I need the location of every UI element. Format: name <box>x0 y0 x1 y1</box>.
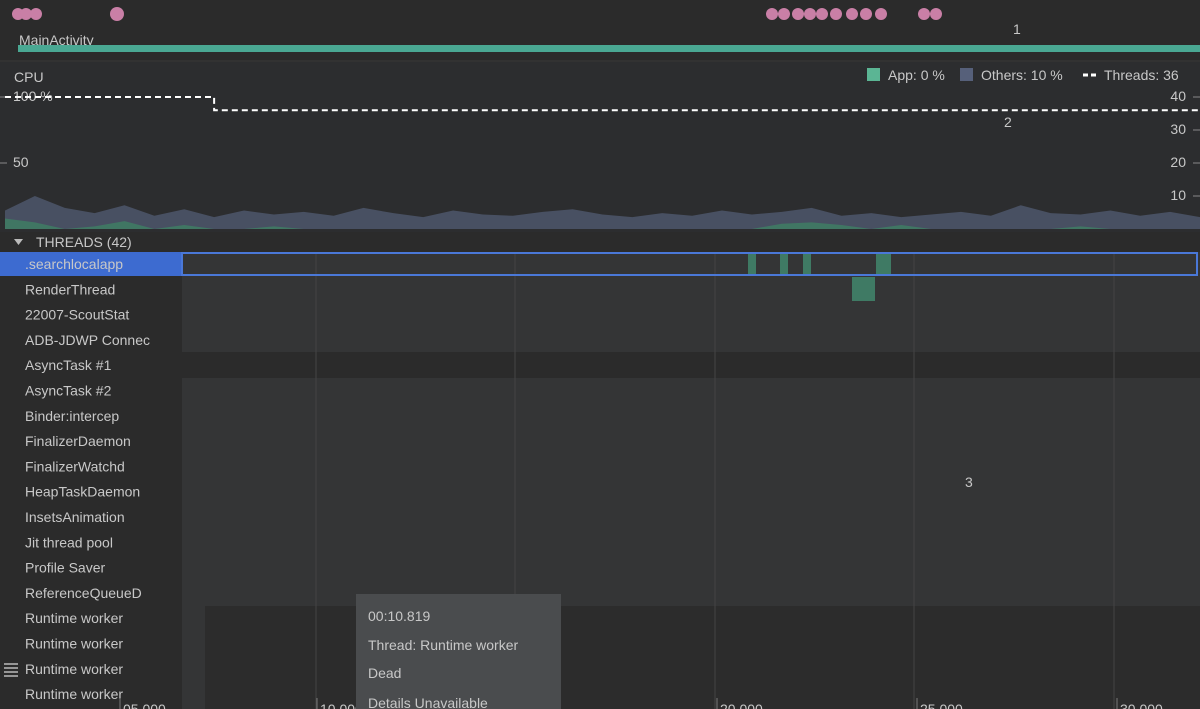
legend-label: App: 0 % <box>888 67 945 83</box>
legend-swatch <box>867 68 880 81</box>
thread-name: FinalizerWatchd <box>25 458 125 474</box>
thread-name: Runtime worker <box>25 686 123 702</box>
track-row-dark <box>182 352 1200 378</box>
tooltip-time: 00:10.819 <box>368 608 430 624</box>
menu-icon[interactable] <box>4 663 18 677</box>
cpu-area <box>5 196 1200 229</box>
y2-tick-label: 40 <box>1170 88 1186 104</box>
thread-name: FinalizerDaemon <box>25 433 131 449</box>
thread-name: Profile Saver <box>25 560 105 576</box>
y2-tick-label: 20 <box>1170 154 1186 170</box>
thread-name: .searchlocalapp <box>25 256 123 272</box>
thread-name: InsetsAnimation <box>25 509 125 525</box>
time-axis: 05.000 10.000 20.000 25.000 30.000 <box>119 698 1163 709</box>
y2-tick-label: 30 <box>1170 121 1186 137</box>
tooltip-details: Details Unavailable <box>368 695 488 709</box>
cpu-area <box>5 218 1200 229</box>
legend: App: 0 % Others: 10 % Threads: 36 <box>867 67 1179 83</box>
tooltip-thread: Thread: Runtime worker <box>368 637 519 653</box>
cpu-panel <box>0 62 1200 232</box>
thread-name: Runtime worker <box>25 661 123 677</box>
thread-activity <box>748 254 891 301</box>
y2-tick-label: 10 <box>1170 187 1186 203</box>
tooltip <box>356 594 561 709</box>
threads-header: THREADS (42) <box>36 234 132 250</box>
tooltip-state: Dead <box>368 665 401 681</box>
y-tick-label: 50 <box>13 154 29 170</box>
annotation: 1 <box>1013 21 1021 37</box>
selected-track[interactable] <box>181 252 1198 276</box>
cpu-title: CPU <box>14 69 44 85</box>
y-tick-label: 100 % <box>13 88 53 104</box>
threads-header-bg <box>0 232 1200 252</box>
legend-swatch <box>960 68 973 81</box>
track-dead-region <box>205 606 1200 709</box>
time-label: 05.000 <box>123 701 166 709</box>
selected-row[interactable] <box>0 252 181 276</box>
activity-label: MainActivity <box>19 32 94 48</box>
thread-name: ReferenceQueueD <box>25 585 142 601</box>
threads-line <box>5 96 1200 112</box>
collapse-arrow[interactable] <box>14 239 23 245</box>
thread-name: RenderThread <box>25 281 115 297</box>
thread-name: Runtime worker <box>25 610 123 626</box>
event-dots <box>12 7 942 21</box>
thread-name: 22007-ScoutStat <box>25 307 129 323</box>
thread-name: Runtime worker <box>25 636 123 652</box>
annotation: 3 <box>965 474 973 490</box>
time-label: 10.000 <box>320 701 363 709</box>
thread-name: AsyncTask #1 <box>25 357 112 373</box>
activity-bar <box>18 45 1200 52</box>
legend-label: Threads: 36 <box>1104 67 1179 83</box>
thread-name: Jit thread pool <box>25 534 113 550</box>
time-label: 20.000 <box>720 701 763 709</box>
thread-name: HeapTaskDaemon <box>25 484 140 500</box>
annotation: 2 <box>1004 114 1012 130</box>
time-label: 25.000 <box>920 701 963 709</box>
time-label: 30.000 <box>1120 701 1163 709</box>
thread-name: ADB-JDWP Connec <box>25 332 150 348</box>
thread-list: .searchlocalapp RenderThread 22007-ScoutSt… <box>25 256 150 702</box>
cpu-chart: 100 % 50 40 30 20 10 <box>0 88 1200 229</box>
thread-name: AsyncTask #2 <box>25 383 112 399</box>
thread-name: Binder:intercep <box>25 408 119 424</box>
legend-label: Others: 10 % <box>981 67 1063 83</box>
